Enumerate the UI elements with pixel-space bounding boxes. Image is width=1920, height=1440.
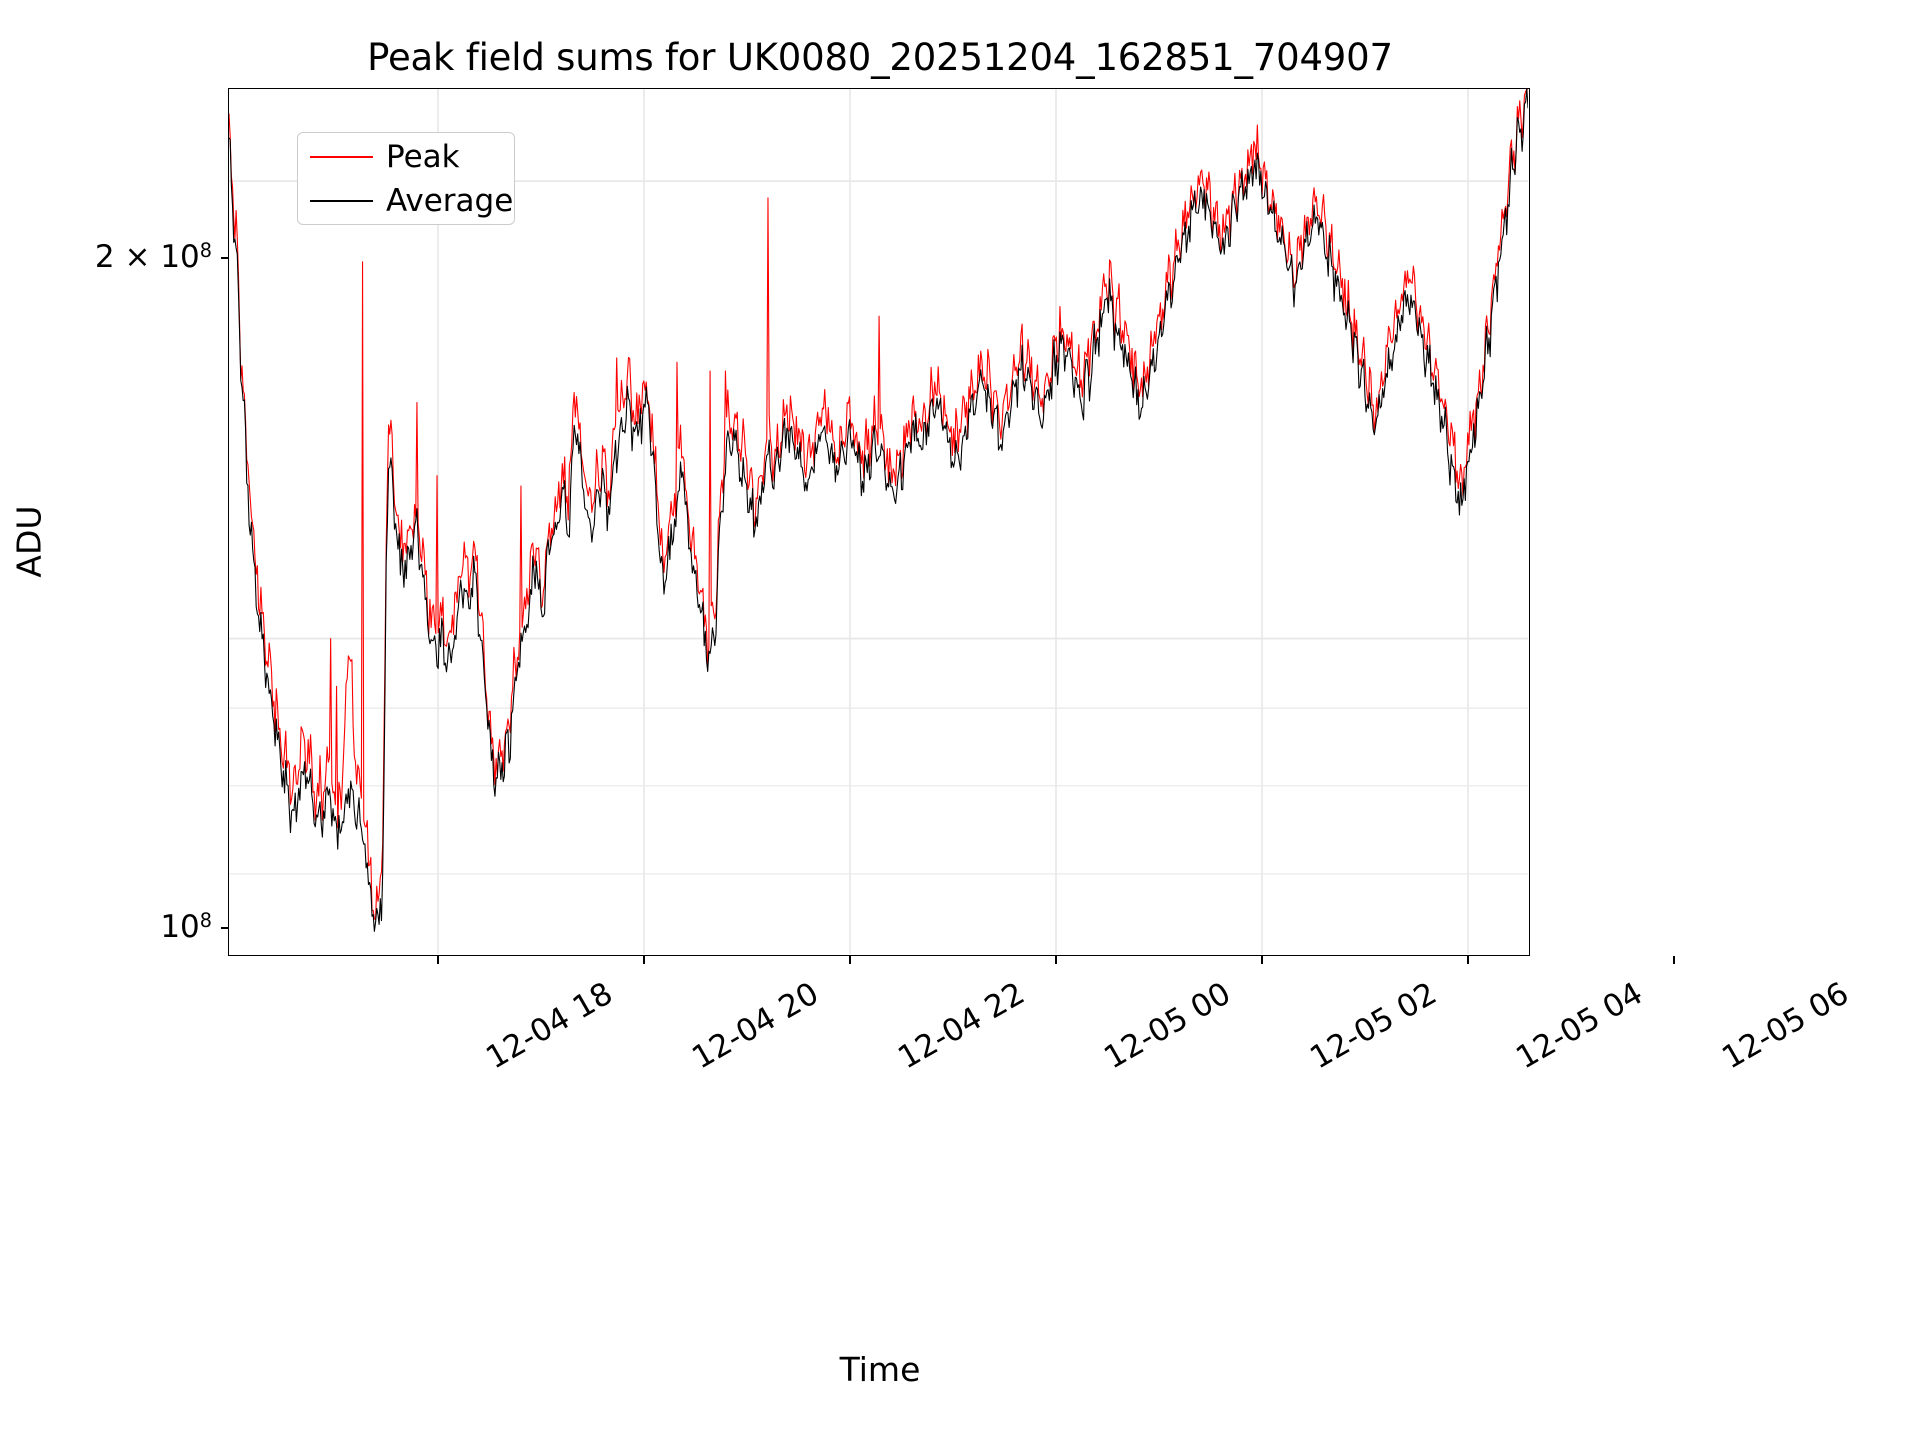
plot-area bbox=[228, 88, 1530, 956]
x-tick-mark-2 bbox=[849, 956, 851, 964]
y-tick-mark-2e8 bbox=[221, 257, 228, 259]
x-tick-label-3: 12-05 00 bbox=[1098, 975, 1237, 1077]
x-tick-mark-3 bbox=[1055, 956, 1057, 964]
x-tick-label-2: 12-04 22 bbox=[892, 975, 1031, 1077]
legend-label-peak: Peak bbox=[386, 138, 460, 175]
x-tick-label-1: 12-04 20 bbox=[686, 975, 825, 1077]
x-tick-mark-4 bbox=[1261, 956, 1263, 964]
legend-item-peak[interactable]: Peak bbox=[298, 134, 514, 180]
y-tick-label-2e8: 2 × 108 bbox=[94, 239, 212, 275]
x-tick-mark-0 bbox=[437, 956, 439, 964]
y-tick-label-1e8: 108 bbox=[160, 909, 212, 945]
y-tick-mark-1e8 bbox=[221, 927, 228, 929]
chart-title: Peak field sums for UK0080_20251204_1628… bbox=[367, 36, 1393, 79]
y-axis-label: ADU bbox=[9, 505, 49, 578]
data-series-group bbox=[229, 89, 1528, 932]
plot-svg bbox=[229, 89, 1528, 954]
x-tick-mark-5 bbox=[1467, 956, 1469, 964]
x-axis-label: Time bbox=[839, 1350, 921, 1389]
legend[interactable]: Peak Average bbox=[297, 132, 515, 225]
legend-label-average: Average bbox=[386, 182, 514, 219]
legend-swatch-peak bbox=[310, 155, 373, 159]
x-tick-label-0: 12-04 18 bbox=[480, 975, 619, 1077]
legend-item-average[interactable]: Average bbox=[298, 178, 514, 224]
legend-swatch-average bbox=[310, 199, 373, 203]
gridlines bbox=[229, 89, 1528, 954]
x-tick-mark-1 bbox=[643, 956, 645, 964]
x-tick-mark-6 bbox=[1673, 956, 1675, 964]
x-tick-label-5: 12-05 04 bbox=[1510, 975, 1649, 1077]
x-tick-label-6: 12-05 06 bbox=[1716, 975, 1855, 1077]
x-tick-label-4: 12-05 02 bbox=[1304, 975, 1443, 1077]
